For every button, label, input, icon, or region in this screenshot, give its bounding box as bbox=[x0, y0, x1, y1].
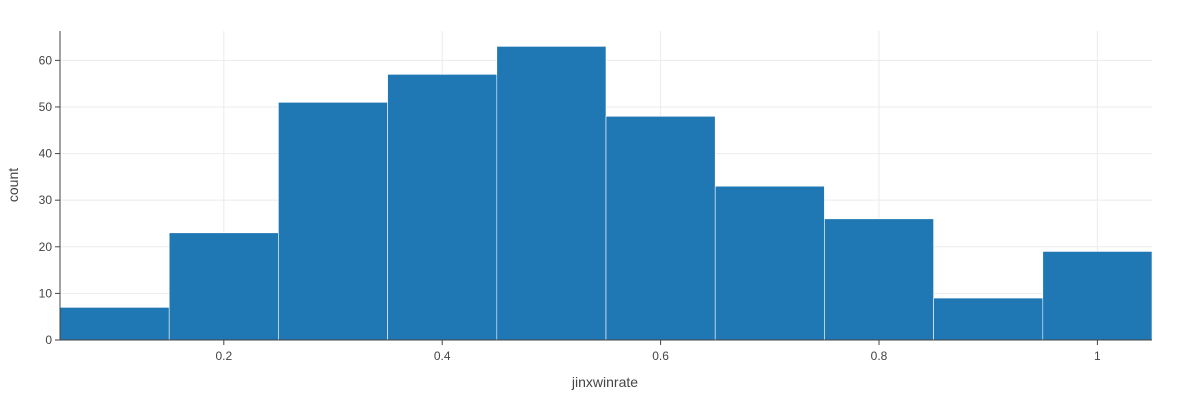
x-tick-label: 0.2 bbox=[215, 349, 232, 363]
x-tick-label: 1 bbox=[1094, 349, 1101, 363]
y-tick-label: 0 bbox=[45, 333, 52, 347]
histogram-bar bbox=[933, 297, 1044, 341]
y-tick-label: 30 bbox=[39, 193, 53, 207]
histogram-bar bbox=[824, 218, 934, 341]
y-tick-label: 40 bbox=[39, 147, 53, 161]
y-tick-label: 50 bbox=[39, 100, 53, 114]
histogram-bar bbox=[168, 232, 279, 341]
y-tick-label: 10 bbox=[39, 286, 53, 300]
x-tick-label: 0.8 bbox=[871, 349, 888, 363]
histogram-bar bbox=[605, 115, 716, 341]
histogram-bar bbox=[278, 102, 388, 341]
histogram-bar bbox=[1042, 251, 1153, 341]
x-axis-title: jinxwinrate bbox=[571, 374, 638, 390]
y-axis-title: count bbox=[5, 168, 21, 202]
axis-layer bbox=[59, 31, 1152, 341]
y-tick-label: 20 bbox=[39, 240, 53, 254]
histogram-bar bbox=[496, 46, 607, 341]
histogram-bar bbox=[387, 74, 498, 341]
bars-layer bbox=[59, 46, 1153, 341]
tick-layer: 0 10 20 30 40 50 60 0.2 0.4 0.6 0.8 1 bbox=[39, 53, 1101, 363]
y-tick-label: 60 bbox=[39, 53, 53, 67]
histogram-bar bbox=[714, 185, 825, 341]
histogram-bar bbox=[59, 307, 170, 341]
x-tick-label: 0.4 bbox=[434, 349, 451, 363]
x-tick-label: 0.6 bbox=[652, 349, 669, 363]
